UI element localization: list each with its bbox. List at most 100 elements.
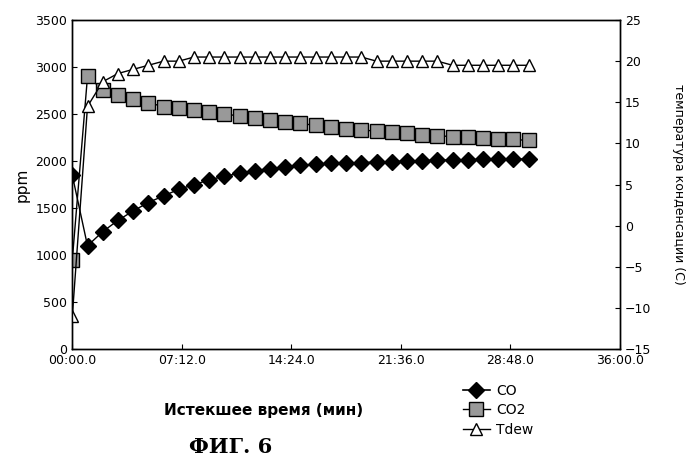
Tdew [144, 62, 153, 68]
Legend: CO, CO2, Tdew: CO, CO2, Tdew [463, 384, 533, 437]
Tdew [509, 62, 517, 68]
Tdew [83, 103, 92, 109]
Tdew [479, 62, 487, 68]
Tdew [113, 71, 122, 76]
CO [524, 156, 533, 162]
CO2 [372, 128, 381, 134]
CO2 [342, 126, 350, 131]
Tdew [372, 58, 381, 64]
CO2 [449, 134, 457, 139]
CO [418, 158, 426, 164]
CO2 [296, 121, 304, 126]
CO2 [357, 127, 365, 133]
Y-axis label: ppm: ppm [15, 167, 30, 202]
Tdew [312, 54, 320, 60]
CO [281, 164, 290, 170]
CO [388, 159, 396, 164]
Y-axis label: температура конденсации (С): температура конденсации (С) [672, 84, 685, 285]
CO2 [509, 137, 517, 142]
CO [160, 193, 168, 199]
CO [357, 160, 365, 165]
CO2 [68, 257, 76, 263]
CO [174, 186, 183, 192]
Tdew [99, 79, 107, 84]
CO [266, 166, 274, 171]
CO [68, 172, 76, 178]
CO2 [144, 100, 153, 106]
Tdew [449, 62, 457, 68]
CO [205, 177, 214, 183]
Tdew [235, 54, 244, 60]
CO [312, 162, 320, 167]
CO2 [494, 136, 503, 142]
Text: ФИГ. 6: ФИГ. 6 [190, 438, 272, 457]
CO [327, 161, 335, 166]
CO2 [418, 132, 426, 137]
CO [433, 158, 442, 163]
Tdew [68, 314, 76, 319]
Tdew [266, 54, 274, 60]
CO2 [113, 92, 122, 98]
CO [509, 157, 517, 162]
CO [372, 159, 381, 165]
CO2 [220, 111, 229, 117]
CO2 [266, 117, 274, 123]
CO2 [99, 87, 107, 92]
CO [99, 229, 107, 234]
Tdew [190, 54, 198, 60]
CO2 [174, 106, 183, 111]
CO2 [160, 104, 168, 110]
Tdew [281, 54, 290, 60]
CO2 [83, 74, 92, 79]
Tdew [205, 54, 214, 60]
CO2 [312, 123, 320, 128]
CO [129, 208, 137, 214]
Line: Tdew: Tdew [66, 51, 535, 322]
Tdew [388, 58, 396, 64]
CO2 [524, 137, 533, 143]
Tdew [357, 54, 365, 60]
CO2 [251, 115, 259, 121]
CO [251, 168, 259, 173]
Line: CO: CO [66, 153, 534, 251]
CO [220, 173, 229, 179]
CO [190, 182, 198, 187]
CO [144, 200, 153, 206]
CO2 [190, 108, 198, 113]
Tdew [524, 62, 533, 68]
CO2 [205, 110, 214, 115]
CO2 [327, 124, 335, 130]
Tdew [463, 62, 472, 68]
CO [449, 157, 457, 163]
CO2 [463, 134, 472, 140]
CO [296, 163, 304, 168]
CO [463, 157, 472, 163]
CO [83, 243, 92, 248]
CO2 [129, 96, 137, 102]
CO2 [479, 135, 487, 141]
Line: CO2: CO2 [65, 69, 536, 267]
Tdew [296, 54, 304, 60]
CO2 [433, 133, 442, 138]
Text: Истекшее время (мин): Истекшее время (мин) [164, 403, 363, 418]
Tdew [327, 54, 335, 60]
CO2 [235, 113, 244, 119]
Tdew [402, 58, 411, 64]
CO2 [388, 129, 396, 135]
CO [113, 218, 122, 223]
Tdew [160, 58, 168, 64]
Tdew [342, 54, 350, 60]
Tdew [220, 54, 229, 60]
CO [235, 171, 244, 176]
Tdew [251, 54, 259, 60]
CO2 [281, 119, 290, 124]
Tdew [433, 58, 442, 64]
Tdew [129, 67, 137, 72]
CO [479, 157, 487, 162]
CO [402, 158, 411, 164]
CO [342, 160, 350, 166]
Tdew [174, 58, 183, 64]
CO [494, 157, 503, 162]
Tdew [494, 62, 503, 68]
CO2 [402, 130, 411, 136]
